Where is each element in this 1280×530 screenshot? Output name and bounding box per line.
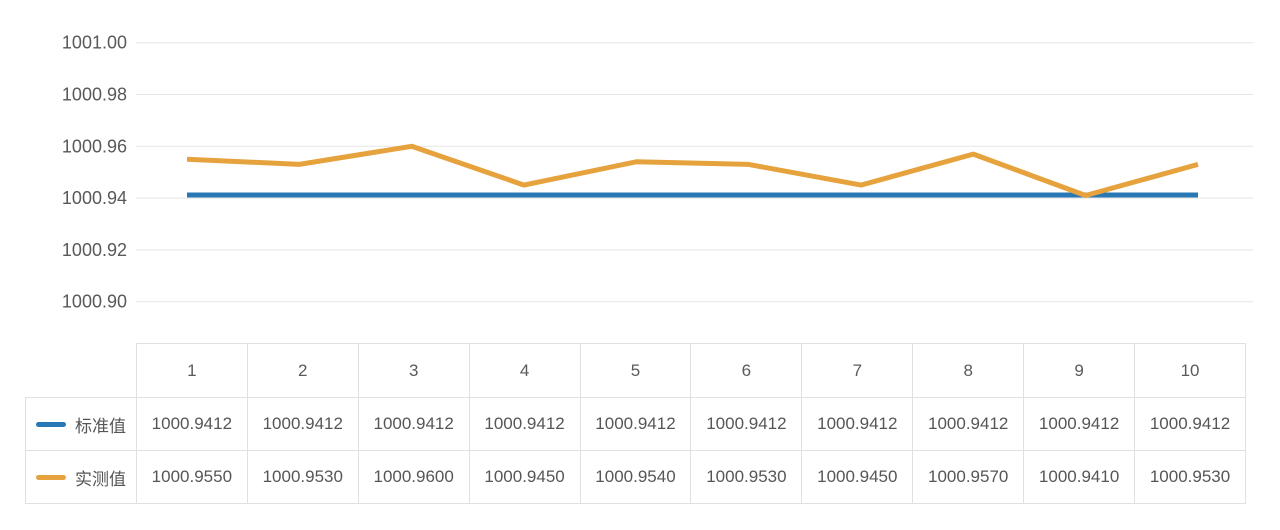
table-value-cell: 1000.9600: [357, 450, 470, 504]
legend-cell: 标准值: [25, 397, 137, 451]
table-column-header: 9: [1023, 343, 1136, 398]
table-column-header: 8: [912, 343, 1025, 398]
table-column-header: 4: [468, 343, 581, 398]
table-column-header: 3: [357, 343, 470, 398]
table-value-cell: 1000.9412: [801, 397, 914, 451]
table-column-header: 5: [579, 343, 692, 398]
table-corner-cell: [26, 344, 137, 398]
table-column-header: 10: [1134, 343, 1246, 398]
table-column-header: 6: [690, 343, 803, 398]
y-axis-tick-label: 1001.00: [62, 33, 127, 53]
table-value-cell: 1000.9570: [912, 450, 1025, 504]
y-axis-tick-label: 1000.96: [62, 136, 127, 156]
table-value-cell: 1000.9410: [1023, 450, 1136, 504]
table-value-cell: 1000.9550: [135, 450, 248, 504]
legend-cell: 实测值: [25, 450, 137, 504]
series-line-1: [186, 143, 1199, 198]
y-axis-tick-label: 1000.90: [62, 292, 127, 312]
series-name-label: 标准值: [74, 416, 126, 436]
table-value-cell: 1000.9530: [1134, 450, 1246, 504]
legend-swatch: [35, 474, 66, 480]
table-row: 实测值 1000.9550 1000.9530 1000.9600 1000.9450 1…: [25, 450, 1246, 504]
table-value-cell: 1000.9412: [1134, 397, 1246, 451]
table-value-cell: 1000.9450: [801, 450, 914, 504]
table-column-header: 2: [246, 343, 359, 398]
table-value-cell: 1000.9530: [690, 450, 803, 504]
table-value-cell: 1000.9412: [579, 397, 692, 451]
line-chart: 1001.00 1000.98 1000.96 1000.94 1000.92 1000.…: [62, 33, 1253, 312]
table-value-cell: 1000.9450: [468, 450, 581, 504]
y-axis-tick-label: 1000.98: [62, 85, 127, 105]
data-table-body: 1 2 3 4 5 6 7 8 9 10 标准值 1000.9412 1000.9412 1000.941…: [25, 343, 1246, 504]
table-header-row: 1 2 3 4 5 6 7 8 9 10: [26, 343, 1246, 398]
table-value-cell: 1000.9412: [912, 397, 1025, 451]
legend-swatch: [35, 421, 66, 427]
table-value-cell: 1000.9540: [579, 450, 692, 504]
table-value-cell: 1000.9412: [468, 397, 581, 451]
table-value-cell: 1000.9412: [690, 397, 803, 451]
table-value-cell: 1000.9412: [357, 397, 470, 451]
table-row: 标准值 1000.9412 1000.9412 1000.9412 1000.9412 1…: [25, 397, 1246, 451]
series-name-label: 实测值: [74, 469, 126, 489]
y-axis-tick-label: 1000.92: [62, 240, 127, 260]
table-column-header: 7: [801, 343, 914, 398]
table-column-header: 1: [135, 343, 248, 398]
table-value-cell: 1000.9412: [246, 397, 359, 451]
table-value-cell: 1000.9412: [1023, 397, 1136, 451]
table-value-cell: 1000.9530: [246, 450, 359, 504]
y-axis-tick-label: 1000.94: [62, 188, 127, 208]
table-value-cell: 1000.9412: [135, 397, 248, 451]
data-table: 1 2 3 4 5 6 7 8 9 10 标准值 1000.9412 1000.9412 1000.941…: [25, 343, 1246, 504]
